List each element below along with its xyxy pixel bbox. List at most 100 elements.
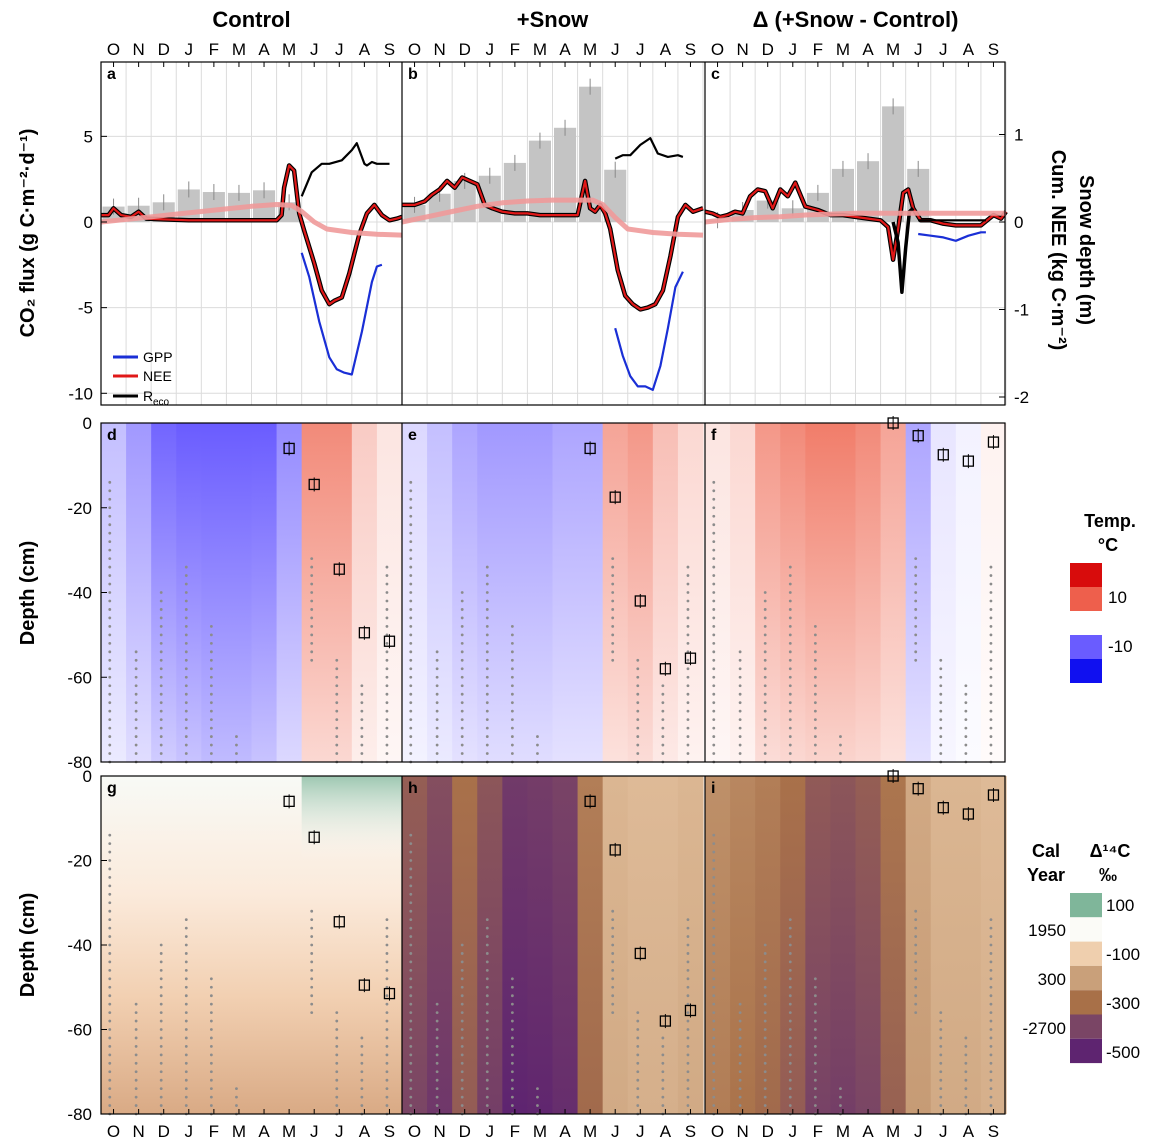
sample-dot — [209, 1045, 213, 1048]
sample-dot — [989, 1028, 993, 1031]
sample-dot — [108, 1011, 112, 1014]
sample-dot — [159, 608, 163, 611]
sample-dot — [134, 709, 138, 713]
sample-dot — [134, 675, 138, 679]
heatmap-cell — [326, 423, 353, 762]
month-label-top: A — [559, 40, 571, 59]
d14c-colorbar-tick: -300 — [1106, 994, 1140, 1013]
heatmap-cell — [427, 423, 453, 762]
sample-dot — [184, 650, 188, 654]
sample-dot — [385, 582, 389, 586]
sample-dot — [661, 1078, 665, 1082]
sample-dot — [460, 709, 464, 713]
month-label-bottom: J — [611, 1122, 620, 1141]
sample-dot — [134, 1036, 138, 1040]
sample-dot — [712, 531, 716, 535]
sample-dot — [738, 1104, 742, 1107]
sample-dot — [460, 1070, 464, 1074]
sample-dot — [460, 1045, 464, 1048]
sample-dot — [914, 625, 918, 628]
sample-dot — [209, 675, 213, 679]
sample-dot — [409, 1028, 413, 1031]
thaw-depth-marker — [634, 595, 646, 607]
heatmap-cell — [452, 776, 478, 1114]
sample-dot — [989, 641, 993, 645]
cal-year-title: Cal — [1032, 841, 1060, 861]
d14c-colorbar-segment — [1070, 965, 1102, 991]
sample-dot — [763, 1078, 767, 1082]
sample-dot — [989, 574, 993, 577]
heatmap-cell — [502, 423, 529, 762]
sample-dot — [712, 574, 716, 577]
sample-dot — [460, 752, 464, 755]
sample-dot — [989, 977, 993, 981]
sample-dot — [184, 735, 188, 738]
d14c-colorbar-segment — [1070, 1038, 1102, 1064]
sample-dot — [460, 1078, 464, 1082]
sample-dot — [409, 531, 413, 535]
sample-dot — [460, 616, 464, 620]
sample-dot — [939, 701, 943, 705]
heatmap-cell — [502, 776, 529, 1114]
sample-dot — [108, 1104, 112, 1107]
sample-dot — [989, 616, 993, 620]
sample-dot — [385, 935, 389, 938]
month-label-top: F — [510, 40, 520, 59]
thaw-depth-marker — [962, 808, 975, 820]
thaw-depth-marker — [308, 478, 320, 491]
nee-line — [402, 176, 704, 311]
sample-dot — [636, 658, 640, 662]
sample-dot — [686, 1078, 690, 1082]
sample-dot — [385, 1011, 389, 1014]
sample-dot — [839, 1095, 842, 1099]
sample-dot — [989, 667, 993, 671]
sample-dot — [813, 1053, 817, 1057]
sample-dot — [712, 842, 716, 845]
sample-dot — [335, 726, 339, 730]
sample-dot — [409, 1070, 413, 1074]
temp-colorbar-tick: 10 — [1108, 588, 1127, 607]
sample-dot — [611, 599, 615, 603]
sample-dot — [813, 994, 817, 998]
sample-dot — [712, 943, 716, 947]
thaw-depth-marker — [684, 652, 697, 664]
sample-dot — [712, 1070, 716, 1074]
sample-dot — [636, 1053, 640, 1057]
sample-dot — [712, 1036, 716, 1040]
sample-dot — [611, 565, 615, 569]
sample-dot — [134, 667, 138, 671]
month-label-bottom: J — [789, 1122, 798, 1141]
sample-dot — [409, 1053, 413, 1057]
sample-dot — [686, 1053, 690, 1057]
sample-dot — [335, 743, 339, 747]
thaw-depth-marker — [912, 430, 924, 442]
month-label-bottom: A — [359, 1122, 371, 1141]
sample-dot — [184, 608, 188, 611]
sample-dot — [409, 926, 413, 930]
sample-dot — [184, 658, 188, 662]
sample-dot — [435, 735, 439, 738]
sample-dot — [209, 1104, 213, 1107]
sample-dot — [108, 489, 112, 493]
month-label-top: M — [282, 40, 296, 59]
sample-dot — [385, 633, 389, 637]
sample-dot — [485, 701, 489, 705]
snow-depth-bar — [528, 140, 551, 222]
sample-dot — [914, 591, 918, 594]
sample-dot — [788, 752, 792, 755]
month-label-bottom: O — [711, 1122, 724, 1141]
sample-dot — [159, 960, 163, 964]
sample-dot — [385, 599, 389, 603]
sample-dot — [712, 514, 716, 518]
sample-dot — [134, 1019, 138, 1023]
sample-dot — [712, 591, 716, 594]
sample-dot — [460, 960, 464, 964]
month-label-bottom: F — [510, 1122, 520, 1141]
sample-dot — [108, 633, 112, 637]
sample-dot — [939, 1095, 943, 1099]
sample-dot — [409, 650, 413, 654]
sample-dot — [435, 1011, 439, 1014]
sample-dot — [510, 701, 514, 705]
sample-dot — [460, 1036, 464, 1040]
sample-dot — [485, 633, 489, 637]
